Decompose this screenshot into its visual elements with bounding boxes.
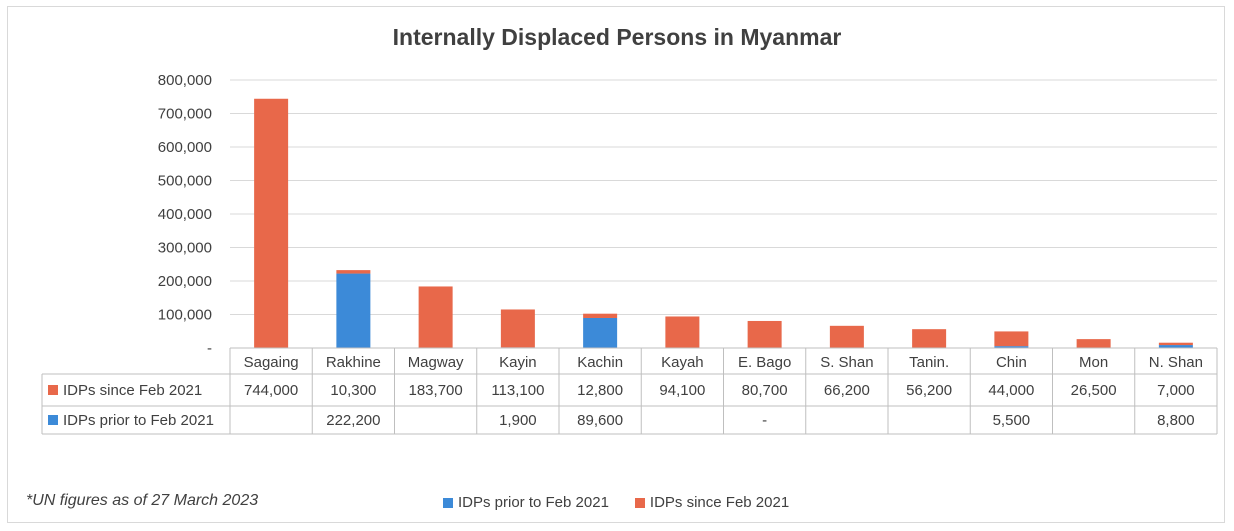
x-tick-label: Kayah <box>661 354 704 371</box>
data-label: 80,700 <box>742 382 788 399</box>
x-tick-label: Tanin. <box>909 354 949 371</box>
chart-title: Internally Displaced Persons in Myanmar <box>392 24 842 50</box>
bar-since <box>747 320 782 348</box>
table-legend-key <box>48 415 58 425</box>
data-label: 66,200 <box>824 382 870 399</box>
legend-item-since: IDPs since Feb 2021 <box>634 494 790 511</box>
x-tick-label: E. Bago <box>738 354 791 371</box>
data-label: 113,100 <box>491 382 544 399</box>
data-label: 12,800 <box>577 382 623 399</box>
bar-since <box>254 98 289 348</box>
chart-legend: IDPs prior to Feb 2021 IDPs since Feb 20… <box>443 494 789 511</box>
data-label: 44,000 <box>988 382 1034 399</box>
data-label: 94,100 <box>659 382 705 399</box>
data-label: 222,200 <box>326 412 380 429</box>
x-tick-label: Kayin <box>499 354 537 371</box>
data-label: 744,000 <box>244 382 298 399</box>
data-label: 1,900 <box>499 412 537 429</box>
y-tick-label: 100,000 <box>158 307 212 324</box>
bar-since <box>829 325 864 348</box>
chart-frame <box>7 6 1225 523</box>
bar-since <box>994 331 1029 347</box>
legend-swatch-since <box>634 497 645 508</box>
x-tick-label: Mon <box>1079 354 1108 371</box>
x-tick-label: S. Shan <box>820 354 873 371</box>
legend-label-prior: IDPs prior to Feb 2021 <box>458 494 609 511</box>
data-label: 7,000 <box>1157 382 1195 399</box>
data-label: 89,600 <box>577 412 623 429</box>
bar-prior <box>336 273 371 348</box>
data-label: 5,500 <box>993 412 1031 429</box>
x-tick-label: Sagaing <box>244 354 299 371</box>
bar-since <box>912 329 947 348</box>
x-tick-label: N. Shan <box>1149 354 1203 371</box>
bar-since <box>336 270 371 274</box>
x-tick-label: Kachin <box>577 354 623 371</box>
y-tick-label: 700,000 <box>158 106 212 123</box>
x-tick-label: Chin <box>996 354 1027 371</box>
legend-swatch-prior <box>443 497 453 508</box>
data-label: 10,300 <box>330 382 376 399</box>
data-label: 8,800 <box>1157 412 1195 429</box>
data-label: - <box>762 412 767 429</box>
bar-prior <box>994 346 1029 348</box>
y-tick-label: 800,000 <box>158 72 212 89</box>
legend-item-prior: IDPs prior to Feb 2021 <box>443 494 609 511</box>
bar-since <box>500 309 535 348</box>
y-tick-label: 500,000 <box>158 173 212 190</box>
y-tick-label: 200,000 <box>158 273 212 290</box>
bar-since <box>1158 342 1193 346</box>
data-label: 26,500 <box>1071 382 1117 399</box>
data-label: 183,700 <box>409 382 463 399</box>
x-tick-label: Magway <box>408 354 464 371</box>
bar-prior <box>583 317 618 348</box>
bar-since <box>583 313 618 318</box>
bar-since <box>1076 339 1111 348</box>
y-tick-label: 600,000 <box>158 139 212 156</box>
y-tick-label: 300,000 <box>158 240 212 257</box>
y-tick-label: - <box>207 340 212 357</box>
legend-label-since: IDPs since Feb 2021 <box>649 494 790 511</box>
table-row-label: IDPs since Feb 2021 <box>63 382 202 399</box>
footnote: *UN figures as of 27 March 2023 <box>26 492 259 509</box>
x-tick-label: Rakhine <box>326 354 381 371</box>
bar-prior <box>1158 345 1193 348</box>
bar-since <box>418 286 453 348</box>
table-legend-key <box>48 385 58 395</box>
data-label: 56,200 <box>906 382 952 399</box>
y-tick-label: 400,000 <box>158 206 212 223</box>
bar-since <box>665 316 700 348</box>
table-row-label: IDPs prior to Feb 2021 <box>63 412 214 429</box>
